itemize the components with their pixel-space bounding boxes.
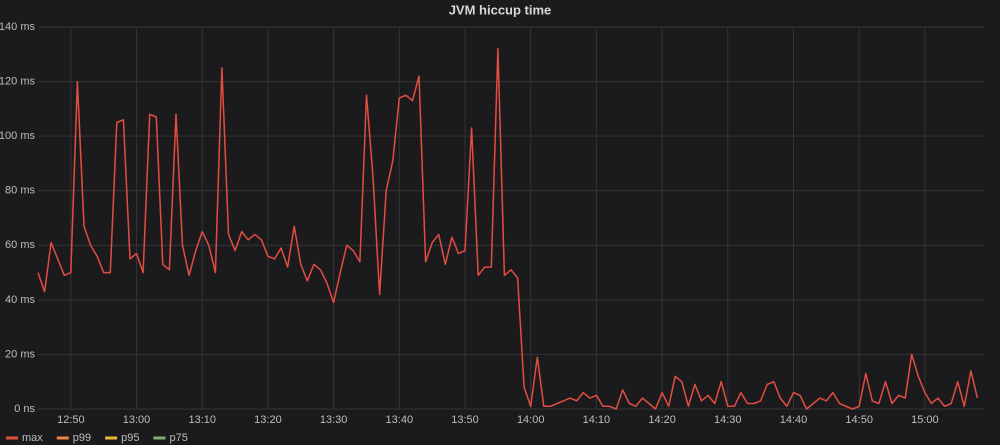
x-tick-label: 14:10 — [583, 414, 611, 426]
y-tick-label: 80 ms — [5, 185, 35, 197]
y-tick-label: 20 ms — [5, 348, 35, 360]
x-tick-label: 14:40 — [780, 414, 808, 426]
y-tick-label: 120 ms — [0, 75, 35, 87]
x-tick-label: 12:50 — [57, 414, 85, 426]
legend-label: p75 — [170, 432, 188, 444]
x-tick-label: 14:50 — [845, 414, 873, 426]
series-line — [37, 48, 979, 410]
x-tick-label: 13:10 — [188, 414, 216, 426]
x-tick-label: 13:20 — [254, 414, 282, 426]
x-tick-label: 13:40 — [386, 414, 414, 426]
legend-label: max — [22, 432, 43, 444]
x-tick-label: 14:30 — [714, 414, 742, 426]
chart-title: JVM hiccup time — [449, 2, 552, 17]
y-tick-label: 40 ms — [5, 294, 35, 306]
x-tick-label: 14:00 — [517, 414, 545, 426]
x-tick-label: 13:50 — [451, 414, 479, 426]
y-tick-label: 140 ms — [0, 21, 35, 33]
x-tick-label: 13:00 — [123, 414, 151, 426]
x-tick-label: 13:30 — [320, 414, 348, 426]
x-tick-label: 14:20 — [648, 414, 676, 426]
x-tick-label: 15:00 — [911, 414, 939, 426]
legend-label: p95 — [121, 432, 139, 444]
y-tick-label: 60 ms — [5, 239, 35, 251]
y-tick-label: 100 ms — [0, 130, 35, 142]
y-tick-label: 0 ns — [14, 403, 35, 415]
legend-label: p99 — [73, 432, 91, 444]
